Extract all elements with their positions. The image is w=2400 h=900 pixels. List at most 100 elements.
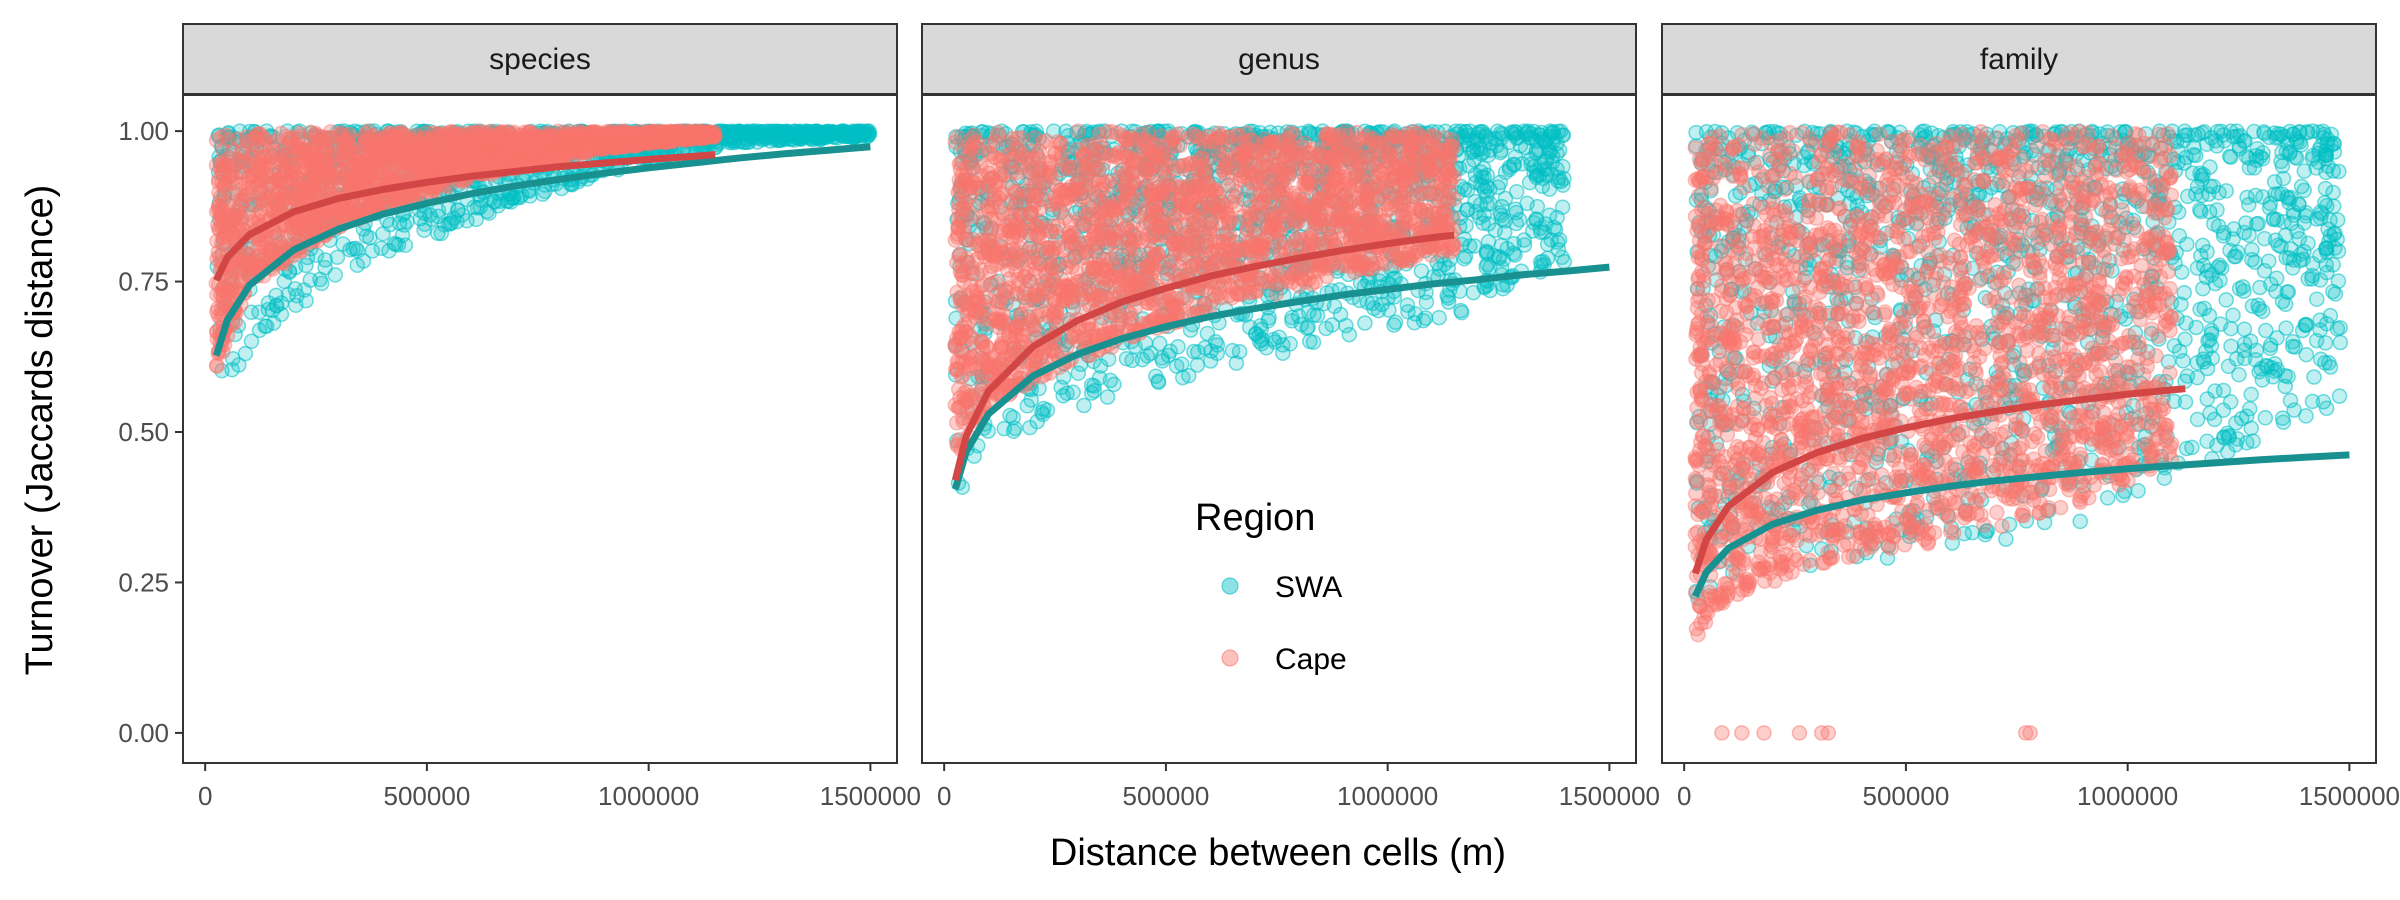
scatter-point (460, 123, 477, 139)
scatter-point (316, 147, 333, 163)
scatter-point (238, 129, 255, 145)
scatter-point (234, 157, 250, 174)
scatter-point (1160, 347, 1177, 364)
scatter-point (273, 306, 290, 323)
scatter-point (278, 140, 294, 156)
scatter-point (1293, 316, 1310, 333)
scatter-point (1055, 388, 1071, 404)
scatter-point (1386, 317, 1402, 333)
scatter-point (856, 123, 873, 139)
scatter-point (220, 130, 237, 146)
scatter-point (223, 174, 239, 190)
scatter-point (325, 181, 341, 198)
scatter-point (381, 164, 398, 181)
scatter-point (263, 241, 279, 257)
scatter-point (410, 156, 427, 173)
scatter-point (748, 126, 764, 142)
scatter-point (215, 235, 232, 252)
scatter-point (1209, 345, 1226, 362)
scatter-point (1399, 297, 1416, 313)
scatter-point (211, 149, 227, 165)
scatter-point (241, 179, 257, 195)
scatter-point (430, 225, 446, 242)
scatter-point (1076, 397, 1092, 414)
scatter-point (1186, 343, 1202, 360)
scatter-point (1118, 350, 1135, 367)
scatter-point (390, 237, 407, 253)
scatter-point (1413, 263, 1430, 279)
scatter-point (579, 142, 595, 159)
scatter-point (251, 322, 268, 339)
scatter-point (522, 129, 538, 146)
scatter-point (214, 362, 230, 379)
scatter-point (214, 282, 230, 298)
scatter-point (432, 126, 448, 143)
scatter-point (1417, 310, 1434, 326)
scatter-point (361, 159, 378, 176)
scatter-point (209, 287, 225, 303)
scatter-point (221, 194, 238, 210)
scatter-point (254, 252, 270, 268)
scatter-point (1224, 342, 1241, 359)
scatter-point (284, 138, 301, 155)
scatter-point (432, 153, 448, 170)
points-layer (208, 123, 878, 379)
scatter-point (1541, 128, 1558, 145)
scatter-point (471, 128, 487, 145)
scatter-point (450, 126, 466, 142)
scatter-point (212, 153, 228, 170)
scatter-point (817, 125, 834, 142)
y-tick-label: 0.75 (118, 267, 169, 297)
scatter-point (409, 130, 425, 146)
scatter-point (1490, 179, 1506, 195)
scatter-point (1468, 174, 1484, 191)
scatter-point (1491, 248, 1508, 265)
scatter-point (283, 172, 299, 188)
scatter-point (315, 207, 331, 224)
scatter-point (565, 138, 582, 155)
scatter-point (628, 125, 644, 142)
scatter-point (1275, 337, 1291, 353)
scatter-point (417, 140, 433, 157)
scatter-point (1478, 245, 1495, 262)
scatter-point (221, 150, 237, 167)
scatter-point (1555, 177, 1571, 193)
scatter-point (836, 123, 852, 140)
scatter-point (1418, 294, 1435, 310)
scatter-point (1487, 130, 1503, 147)
x-tick-label: 500000 (384, 781, 471, 811)
scatter-point (270, 151, 286, 168)
scatter-point (502, 129, 519, 145)
y-tick-label: 1.00 (118, 116, 169, 146)
scatter-point (1099, 389, 1116, 405)
scatter-point (347, 169, 364, 186)
scatter-point (250, 162, 266, 179)
scatter-point (1528, 212, 1545, 228)
scatter-point (211, 211, 228, 228)
scatter-point (1508, 215, 1525, 232)
scatter-point (373, 240, 390, 256)
scatter-point (430, 208, 446, 225)
scatter-point (1173, 356, 1190, 372)
scatter-point (1529, 198, 1546, 215)
scatter-point (1501, 161, 1518, 178)
scatter-point (1532, 254, 1549, 270)
scatter-point (1516, 237, 1533, 253)
scatter-point (329, 249, 346, 265)
scatter-point (1431, 309, 1447, 326)
scatter-point (468, 211, 484, 228)
scatter-point (657, 132, 674, 148)
y-tick-label: 0.25 (118, 567, 169, 597)
scatter-point (1507, 201, 1524, 217)
scatter-point (1539, 167, 1555, 183)
scatter-point (252, 162, 269, 178)
scatter-point (1341, 326, 1358, 343)
scatter-point (233, 260, 250, 277)
scatter-point (1034, 404, 1050, 420)
scatter-point (1494, 198, 1510, 215)
scatter-point (210, 244, 226, 260)
scatter-point (264, 302, 281, 319)
scatter-point (225, 184, 241, 200)
